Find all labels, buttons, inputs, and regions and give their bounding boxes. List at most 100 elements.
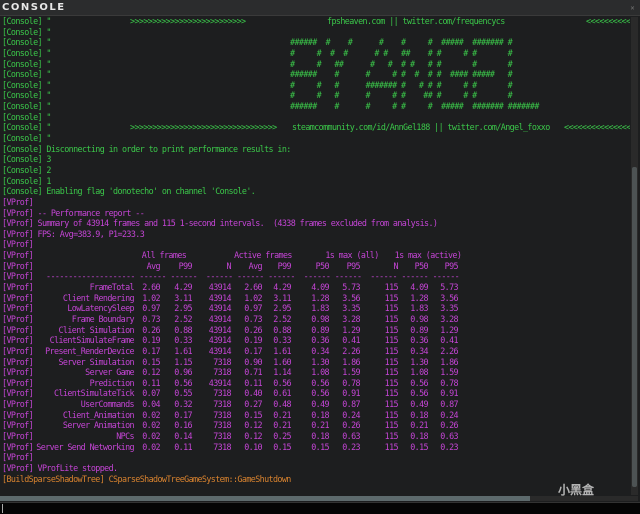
table-cell: 1.61: [174, 345, 192, 356]
table-cell: 0.17: [142, 345, 160, 356]
table-cell: 1.28: [311, 292, 329, 303]
table-cell: 0.23: [440, 441, 458, 452]
close-icon[interactable]: ✕: [630, 4, 634, 12]
table-cell: 0.16: [174, 420, 192, 431]
table-cell: 43914: [208, 313, 232, 324]
table-cell: 7318: [213, 441, 231, 452]
log-text: [VProf] VProfLite stopped.: [2, 462, 118, 473]
log-text: [VProf]: [2, 313, 34, 324]
log-text: [VProf]: [2, 441, 34, 452]
table-cell: 0.97: [244, 303, 262, 314]
table-cell: 115: [384, 367, 399, 378]
table-cell: 0.48: [273, 399, 291, 410]
log-text: [VProf]: [2, 335, 34, 346]
table-cell: 0.33: [174, 335, 192, 346]
column-group-header: All frames: [141, 250, 187, 261]
table-cell: 0.41: [440, 335, 458, 346]
column-group-header: 1s max (active): [394, 250, 462, 261]
row-name: Present_RenderDevice: [45, 345, 134, 356]
log-line: [VProf]: [2, 239, 630, 250]
table-column-header: [VProf] Avg P99 N Avg P99 P50 P95 N P50 P95: [2, 261, 630, 272]
column-header: P95: [444, 260, 459, 271]
vertical-scrollbar[interactable]: [631, 17, 638, 495]
table-cell: 1.83: [311, 303, 329, 314]
row-name: UserCommands: [80, 399, 135, 410]
log-line: [Console] 3: [2, 154, 630, 165]
table-cell: 43914: [208, 303, 232, 314]
table-cell: 0.36: [311, 335, 329, 346]
table-cell: 7318: [213, 388, 231, 399]
table-cell: 0.49: [311, 399, 329, 410]
banner-links: steamcommunity.com/id/AnnGel188 || twitt…: [292, 122, 550, 133]
banner-arrows: <<<<<<<<<<<<<<<<: [564, 122, 630, 133]
log-text: [Console] ": [2, 133, 51, 144]
ascii-art: ###### # # # # # ##### ####### #######: [290, 101, 539, 112]
log-text: [Console] ": [2, 58, 51, 69]
table-cell: 0.12: [244, 430, 262, 441]
banner-arrows: >>>>>>>>>>>>>>>>>>>>>>>>>>: [130, 16, 246, 26]
table-cell: 1.15: [174, 356, 192, 367]
table-cell: 7318: [213, 399, 231, 410]
log-text: [VProf]: [2, 239, 34, 250]
horizontal-scrollbar-thumb[interactable]: [0, 496, 530, 501]
table-cell: 4.09: [311, 282, 329, 293]
log-text: [VProf]: [2, 388, 34, 399]
table-cell: 3.11: [273, 292, 291, 303]
table-cell: 7318: [213, 430, 231, 441]
table-cell: 1.29: [342, 324, 360, 335]
log-text: [VProf]: [2, 292, 34, 303]
table-cell: 0.73: [244, 313, 262, 324]
table-cell: 2.95: [273, 303, 291, 314]
log-text: [Console] ": [2, 37, 51, 48]
table-cell: 0.98: [311, 313, 329, 324]
table-cell: 115: [384, 324, 399, 335]
table-cell: 0.88: [174, 324, 192, 335]
table-cell: 0.24: [440, 409, 458, 420]
table-cell: 0.15: [142, 356, 160, 367]
table-cell: 115: [384, 282, 399, 293]
column-header: Avg: [146, 260, 161, 271]
ascii-art-line: [Console] " # # # # # # ## # # # # #: [2, 48, 630, 59]
log-line: [VProf]: [2, 197, 630, 208]
ascii-art-line: [Console] " ###### # # # # # # # #### ###…: [2, 69, 630, 80]
banner-arrows: <<<<<<<<<<<<: [586, 16, 630, 26]
table-cell: 2.26: [440, 345, 458, 356]
table-cell: 1.59: [342, 367, 360, 378]
table-cell: 0.26: [342, 420, 360, 431]
row-name: Client Simulation: [58, 324, 134, 335]
column-group-header: 1s max (all): [325, 250, 379, 261]
horizontal-scrollbar[interactable]: [0, 496, 638, 501]
row-name: Frame Boundary: [71, 313, 135, 324]
table-cell: 5.73: [342, 282, 360, 293]
table-row: [VProf] Server Simulation 0.15 1.15 7318 0.90…: [2, 357, 630, 368]
table-cell: 3.56: [342, 292, 360, 303]
table-cell: 7318: [213, 420, 231, 431]
table-cell: 1.29: [440, 324, 458, 335]
log-text: [VProf]: [2, 345, 34, 356]
ascii-art-line: [Console] " # # ## # # # # # # # #: [2, 59, 630, 70]
log-text: [VProf]: [2, 430, 34, 441]
row-name: Server Game: [85, 367, 134, 378]
table-row: [VProf] Server Animation 0.02 0.16 7318 0.12 0…: [2, 420, 630, 431]
table-row: [VProf] Prediction 0.11 0.56 43914 0.11 0.56 0.…: [2, 378, 630, 389]
log-text: [Console] ": [2, 90, 51, 101]
table-cell: 0.78: [440, 377, 458, 388]
log-line: [VProf] FPS: Avg=383.9, P1=233.3: [2, 229, 630, 240]
log-text: [VProf]: [2, 196, 34, 207]
table-cell: 4.09: [410, 282, 428, 293]
console-input[interactable]: [0, 502, 640, 514]
table-cell: 43914: [208, 377, 232, 388]
table-cell: 2.60: [142, 282, 160, 293]
table-cell: 7318: [213, 409, 231, 420]
ascii-art-line: [Console] " ###### # # # # # ##### ######…: [2, 37, 630, 48]
table-cell: 0.89: [311, 324, 329, 335]
table-cell: 1.59: [440, 367, 458, 378]
row-name: LowLatencySleep: [67, 303, 134, 314]
table-cell: 0.21: [410, 420, 428, 431]
ascii-art-line: [Console] " # # # ####### # # # # # # #: [2, 80, 630, 91]
log-line: [BuildSparseShadowTree] CSparseShadowTre…: [2, 474, 630, 484]
table-cell: 0.33: [273, 335, 291, 346]
vertical-scrollbar-thumb[interactable]: [632, 167, 637, 487]
log-text: [Console] ": [2, 69, 51, 80]
ascii-art: # # # # # # ## # # # #: [290, 90, 513, 101]
